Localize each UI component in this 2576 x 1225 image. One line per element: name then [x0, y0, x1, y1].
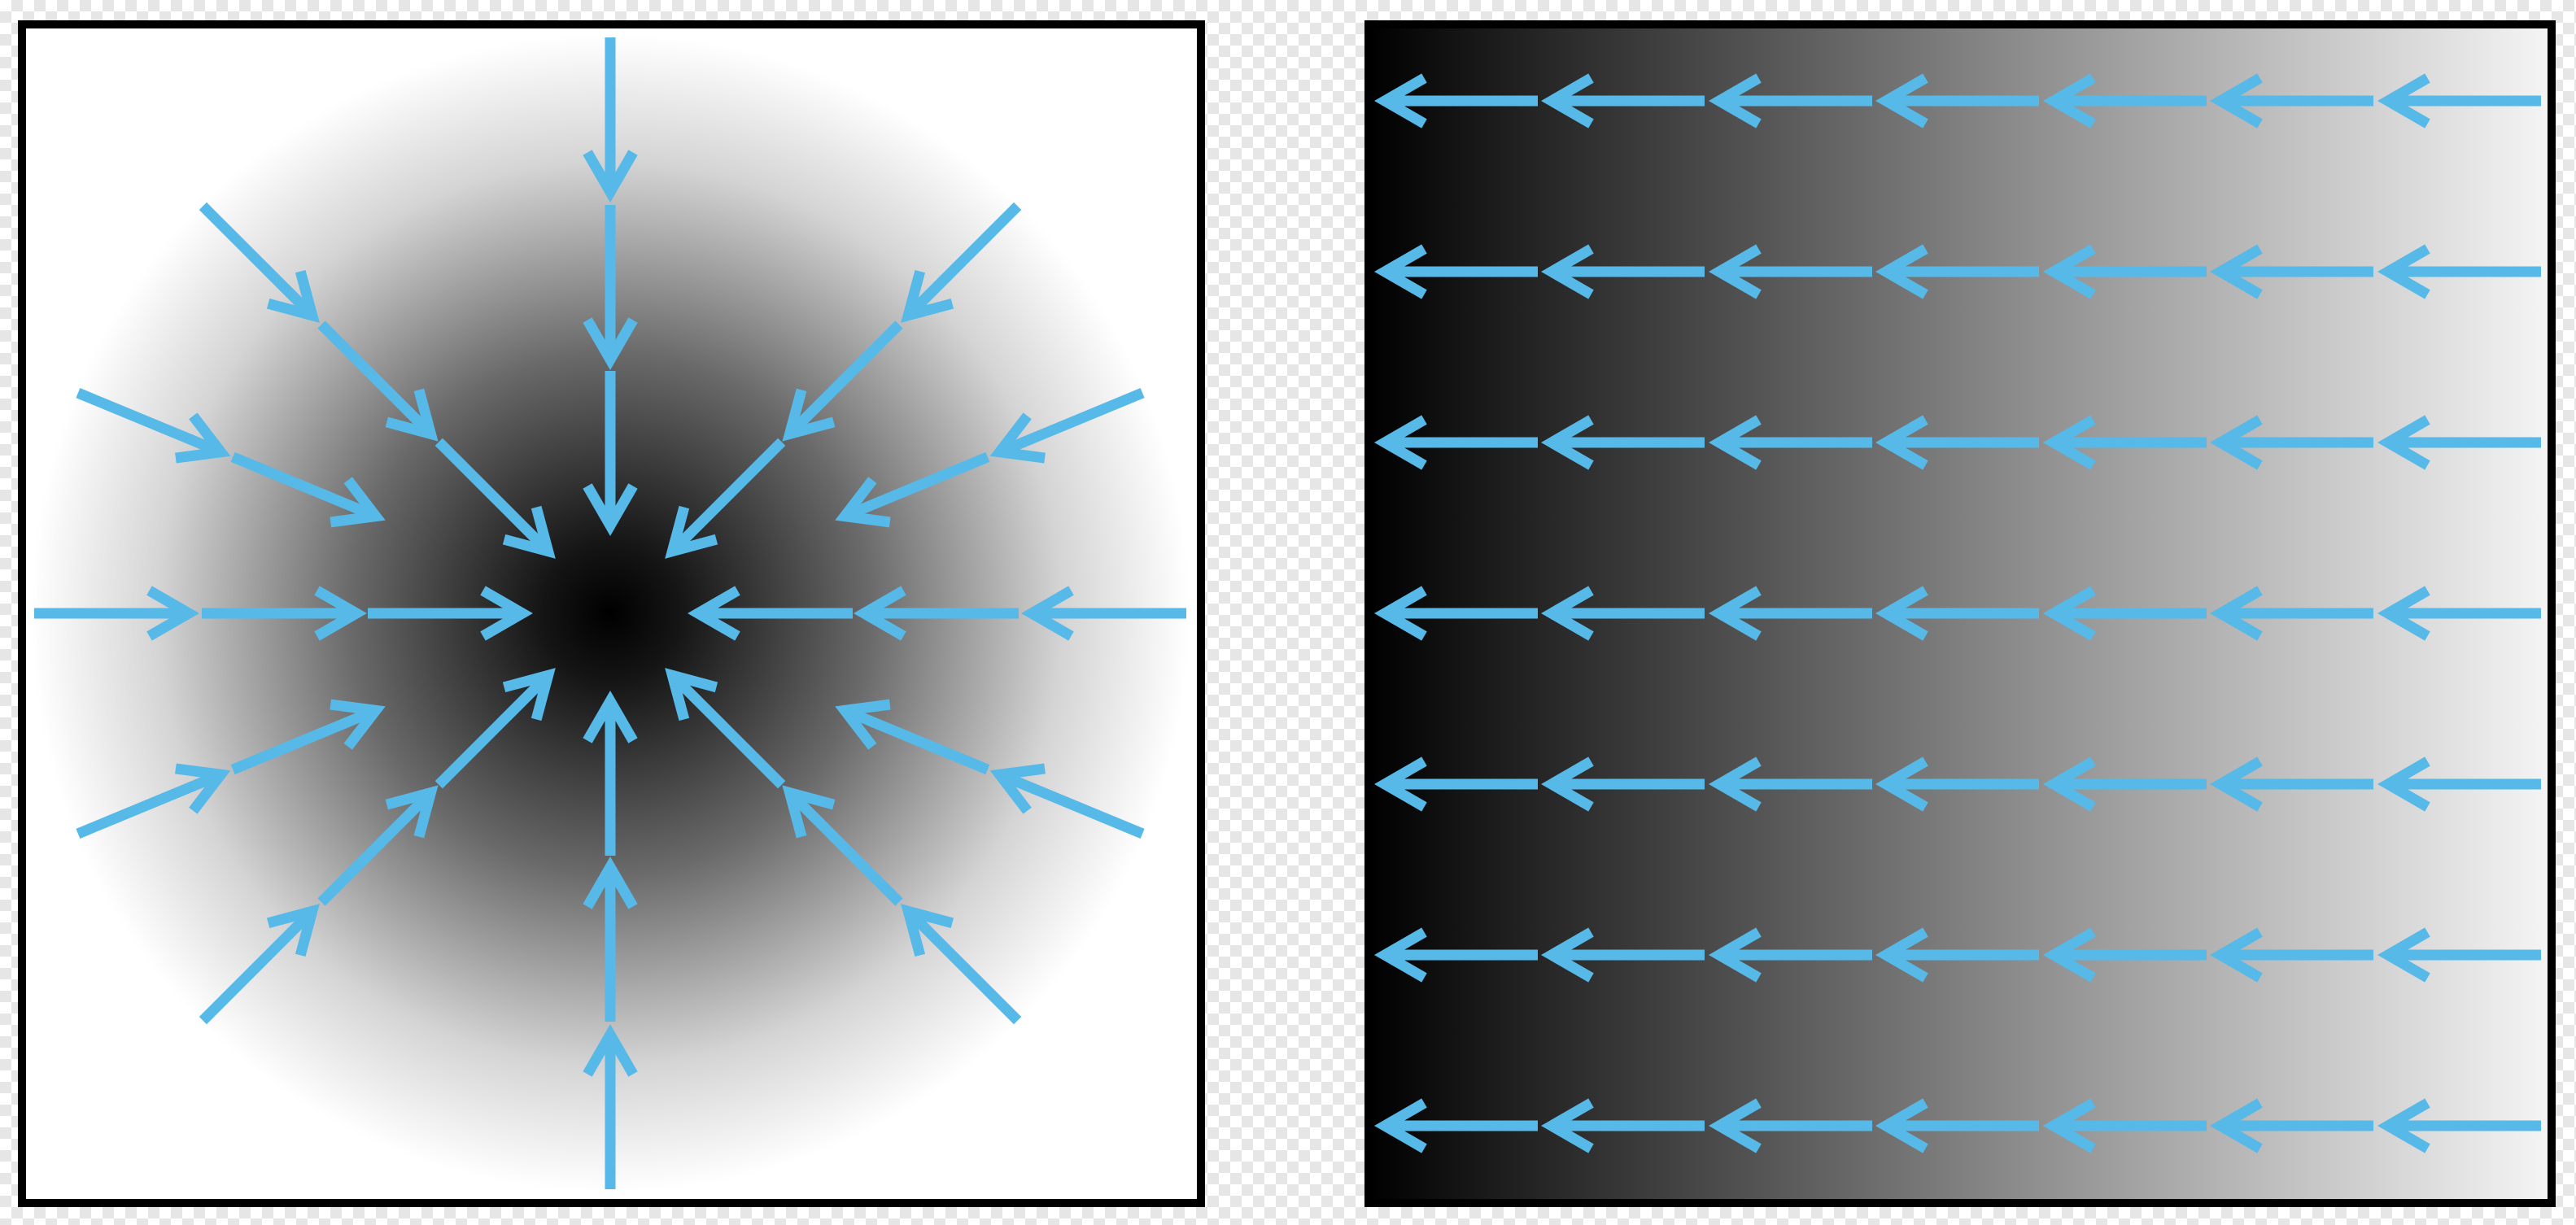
- radial-arrow-icon: [853, 586, 1019, 641]
- left-arrow-icon: [2043, 73, 2207, 129]
- radial-arrow-icon: [317, 785, 439, 906]
- left-arrow-icon: [1709, 586, 1872, 641]
- left-arrow-icon: [1540, 73, 1705, 129]
- left-arrow-icon: [2210, 415, 2373, 470]
- radial-arrow-icon: [317, 320, 439, 442]
- left-arrow-icon: [1373, 1098, 1538, 1153]
- left-arrow-icon: [2210, 244, 2373, 299]
- radial-arrow-icon: [782, 320, 903, 442]
- left-arrow-icon: [2377, 756, 2541, 812]
- left-arrow-icon: [1373, 415, 1538, 470]
- radial-arrow-icon: [202, 586, 368, 641]
- left-arrow-icon: [2043, 1098, 2207, 1153]
- left-arrow-icon: [1709, 927, 1872, 983]
- radial-arrow-icon: [230, 699, 386, 775]
- left-arrow-icon: [1709, 1098, 1872, 1153]
- left-arrow-icon: [2210, 586, 2373, 641]
- radial-arrow-icon: [230, 451, 386, 528]
- left-arrow-icon: [1875, 756, 2039, 812]
- radial-arrow-icon: [34, 586, 199, 641]
- radial-arrow-icon: [434, 438, 556, 559]
- radial-arrow-icon: [989, 388, 1145, 464]
- radial-arrow-icon: [583, 205, 638, 371]
- left-arrow-icon: [2043, 415, 2207, 470]
- radial-arrow-group: [34, 37, 1186, 1189]
- left-arrow-icon: [1373, 73, 1538, 129]
- left-arrow-icon: [1373, 756, 1538, 812]
- left-arrow-icon: [2377, 927, 2541, 983]
- linear-field-panel: [1364, 20, 2556, 1207]
- left-arrow-icon: [2377, 244, 2541, 299]
- left-arrow-icon: [2377, 1098, 2541, 1153]
- left-arrow-icon: [1540, 244, 1705, 299]
- left-arrow-icon: [1540, 415, 1705, 470]
- radial-arrow-icon: [665, 668, 786, 789]
- left-arrow-icon: [1709, 756, 1872, 812]
- left-arrow-icon: [1709, 244, 1872, 299]
- radial-arrow-icon: [989, 763, 1145, 839]
- radial-field-panel: [18, 20, 1205, 1207]
- left-arrow-icon: [1875, 1098, 2039, 1153]
- left-arrow-icon: [2043, 586, 2207, 641]
- radial-panel-frame: [18, 20, 1205, 1207]
- left-arrow-icon: [2043, 756, 2207, 812]
- left-arrow-icon: [1875, 927, 2039, 983]
- left-arrow-icon: [2210, 756, 2373, 812]
- radial-arrow-icon: [583, 37, 638, 203]
- left-arrow-icon: [1709, 415, 1872, 470]
- left-arrow-icon: [1875, 415, 2039, 470]
- radial-arrow-icon: [665, 438, 786, 559]
- radial-arrow-icon: [76, 763, 231, 839]
- radial-arrow-icon: [583, 856, 638, 1022]
- radial-arrow-icon: [835, 699, 990, 775]
- left-arrow-icon: [1540, 927, 1705, 983]
- radial-arrow-icon: [199, 904, 320, 1025]
- radial-arrow-icon: [782, 785, 903, 906]
- left-arrow-icon: [1540, 756, 1705, 812]
- left-arrow-icon: [2043, 927, 2207, 983]
- radial-arrow-icon: [583, 1023, 638, 1189]
- radial-arrow-icon: [687, 586, 853, 641]
- radial-arrow-icon: [1020, 586, 1186, 641]
- left-arrow-icon: [2377, 586, 2541, 641]
- linear-arrow-group: [1373, 73, 2541, 1153]
- left-arrow-icon: [1373, 927, 1538, 983]
- left-arrow-icon: [2043, 244, 2207, 299]
- left-arrow-icon: [2210, 73, 2373, 129]
- left-arrow-icon: [1709, 73, 1872, 129]
- radial-arrow-icon: [901, 904, 1022, 1025]
- left-arrow-icon: [2210, 927, 2373, 983]
- left-arrow-icon: [1373, 586, 1538, 641]
- left-arrow-icon: [1875, 586, 2039, 641]
- radial-arrow-icon: [434, 668, 556, 789]
- radial-arrow-icon: [583, 690, 638, 856]
- left-arrow-icon: [2377, 415, 2541, 470]
- radial-arrow-icon: [901, 202, 1022, 323]
- left-arrow-icon: [1373, 244, 1538, 299]
- left-arrow-icon: [2377, 73, 2541, 129]
- radial-arrow-icon: [583, 371, 638, 537]
- left-arrow-icon: [1540, 1098, 1705, 1153]
- radial-arrow-icon: [368, 586, 534, 641]
- left-arrow-icon: [1875, 244, 2039, 299]
- radial-arrow-icon: [76, 388, 231, 464]
- radial-arrow-icon: [835, 451, 990, 528]
- left-arrow-icon: [1540, 586, 1705, 641]
- linear-panel-frame: [1364, 20, 2556, 1207]
- left-arrow-icon: [2210, 1098, 2373, 1153]
- left-arrow-icon: [1875, 73, 2039, 129]
- radial-arrow-icon: [199, 202, 320, 323]
